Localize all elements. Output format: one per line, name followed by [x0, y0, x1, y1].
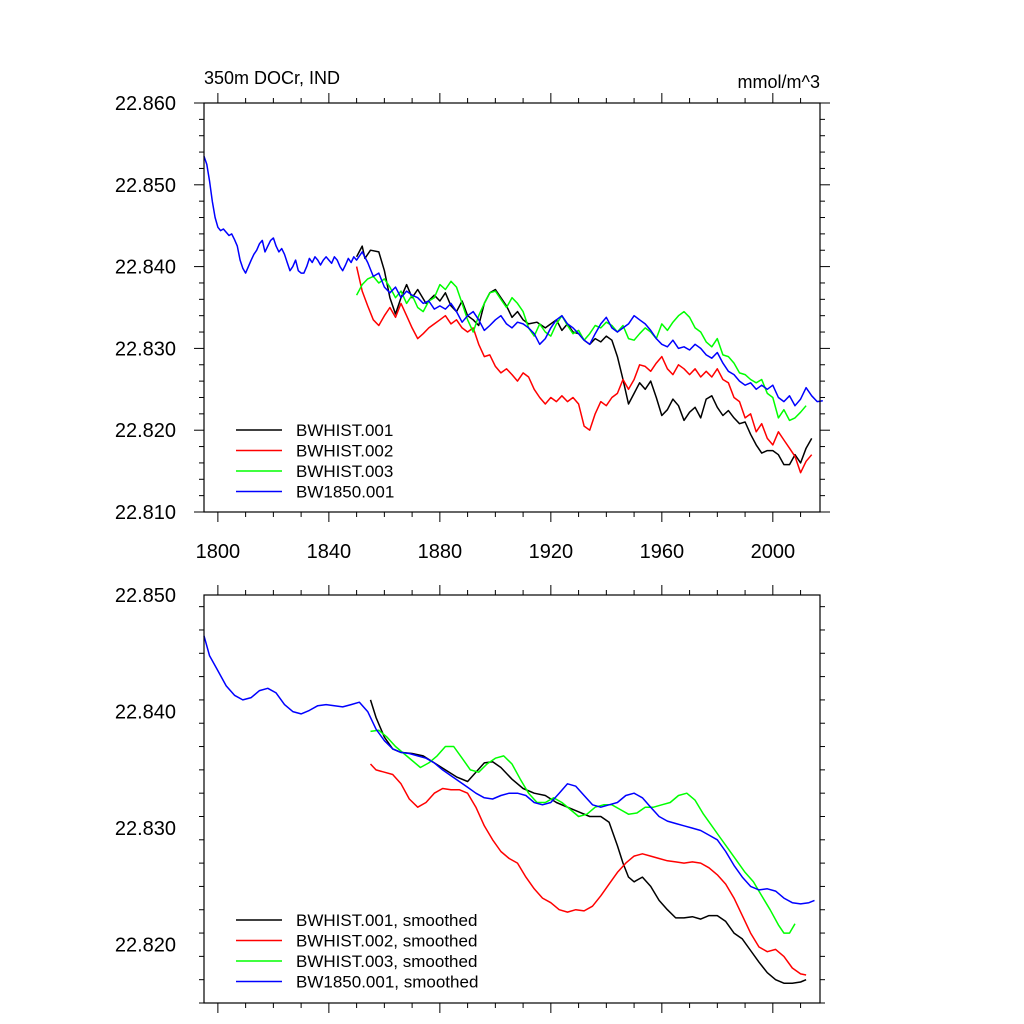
top-plot-frame	[203, 102, 821, 513]
y-tick-label: 22.820	[115, 935, 176, 957]
series-line-bwhist-001	[355, 245, 813, 466]
top-panel: 350m DOCr, IND mmol/m^3 1800 1840 1880 1920…	[115, 68, 830, 563]
x-tick-label: 1840	[307, 541, 352, 563]
y-tick-label: 22.850	[115, 585, 176, 607]
y-tick-label: 22.810	[115, 502, 176, 524]
legend-label: BWHIST.002	[296, 442, 393, 461]
legend-label: BW1850.001, smoothed	[296, 973, 478, 992]
legend-label: BWHIST.003	[296, 462, 393, 481]
series-line-bw1850-001	[203, 635, 815, 905]
y-tick-label: 22.820	[115, 420, 176, 442]
series-line-bw1850-001	[203, 155, 823, 407]
x-tick-label: 2000	[751, 541, 796, 563]
top-panel-title: 350m DOCr, IND	[204, 68, 340, 88]
top-axis-ticks: 1800 1840 1880 1920 1960 2000 22.810 22.820 22.8…	[115, 93, 830, 563]
y-tick-label: 22.840	[115, 257, 176, 279]
series-line-bwhist-003	[355, 275, 807, 422]
bottom-legend: BWHIST.001, smoothed BWHIST.002, smoothed…	[236, 911, 478, 992]
series-line-bwhist-002	[355, 266, 813, 474]
top-panel-units: mmol/m^3	[738, 72, 820, 92]
y-tick-label: 22.860	[115, 93, 176, 115]
x-tick-label: 1920	[529, 541, 574, 563]
y-tick-label: 22.830	[115, 818, 176, 840]
bottom-panel: 22.820 22.830 22.840 22.850 BWHIST.001, smo…	[115, 585, 825, 1013]
legend-label: BW1850.001	[296, 483, 394, 502]
y-tick-label: 22.840	[115, 702, 176, 724]
y-tick-label: 22.830	[115, 338, 176, 360]
legend-label: BWHIST.003, smoothed	[296, 952, 477, 971]
bottom-series-group	[203, 635, 815, 984]
x-tick-label: 1800	[196, 541, 241, 563]
legend-label: BWHIST.001	[296, 421, 393, 440]
x-tick-label: 1960	[640, 541, 685, 563]
series-line-bwhist-003	[370, 729, 796, 934]
legend-label: BWHIST.001, smoothed	[296, 911, 477, 930]
series-line-bwhist-002	[369, 763, 807, 976]
top-series-group	[203, 155, 823, 474]
series-line-bwhist-001	[369, 699, 807, 984]
bottom-axis-ticks: 22.820 22.830 22.840 22.850	[115, 585, 825, 1013]
y-tick-label: 22.850	[115, 175, 176, 197]
x-tick-label: 1880	[418, 541, 463, 563]
legend-label: BWHIST.002, smoothed	[296, 932, 477, 951]
bottom-plot-frame	[203, 594, 821, 1004]
